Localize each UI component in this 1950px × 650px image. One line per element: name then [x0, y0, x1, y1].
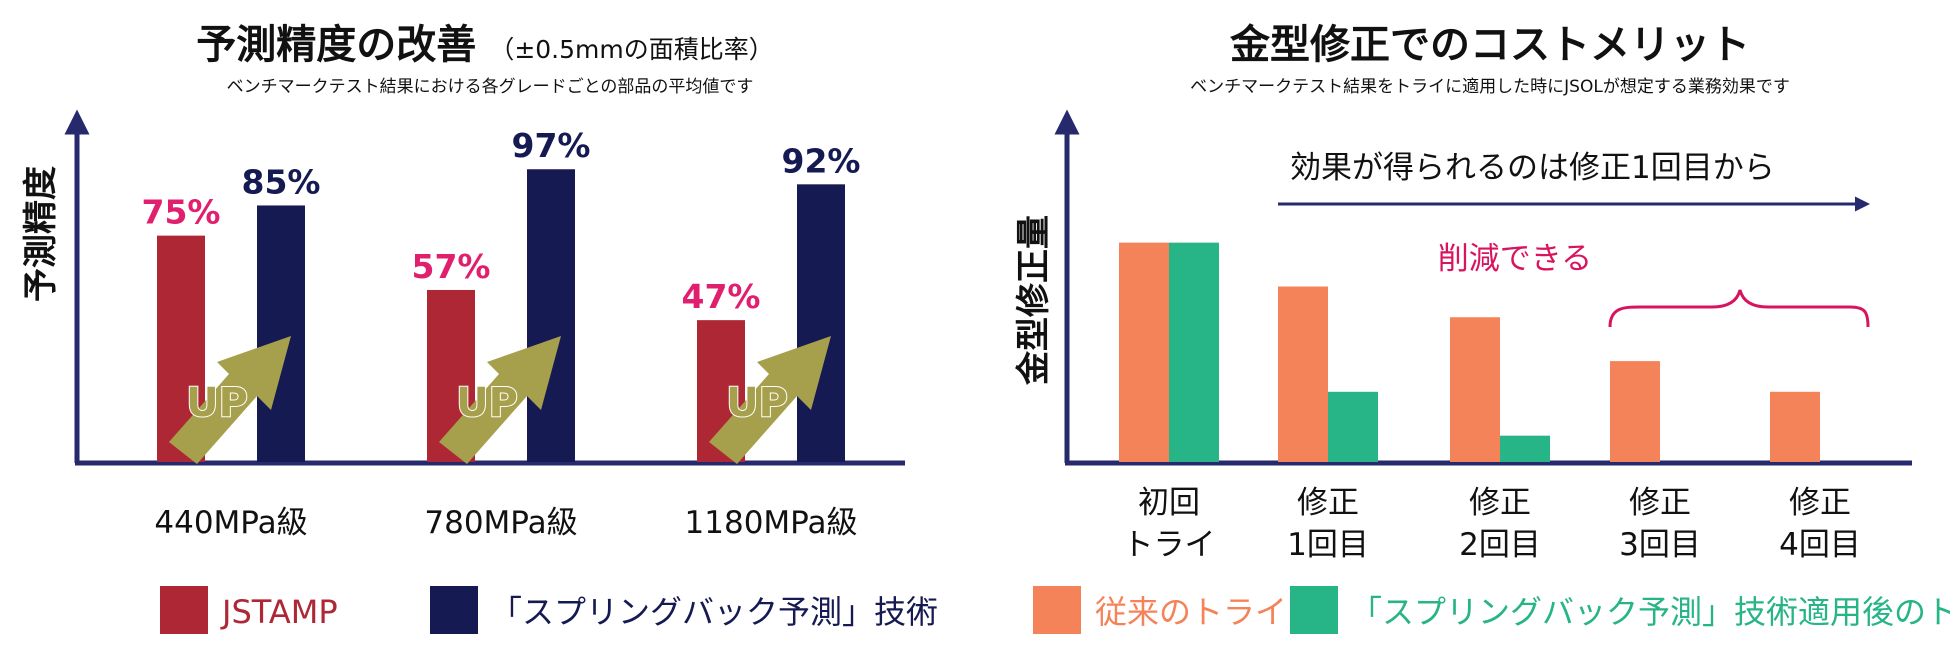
reduction-brace	[1608, 289, 1870, 328]
reduction-label: 削減できる	[1438, 241, 1592, 277]
category-line-2: 2回目	[1459, 527, 1541, 563]
bar-right-applied-3	[1500, 435, 1550, 462]
bar-right-conventional-2	[1278, 286, 1328, 462]
legend-swatch-applied	[1290, 586, 1338, 634]
left-title-note: （±0.5mmの面積比率）	[489, 35, 773, 64]
up-arrow-label-2: UP	[456, 380, 518, 426]
left-up-arrows: UP UP UP	[169, 336, 831, 464]
bar-left-springback-2	[527, 169, 575, 462]
bar-right-conventional-3	[1450, 317, 1500, 462]
category-label-right-3: 修正 2回目	[1459, 485, 1541, 563]
category-line-2: トライ	[1123, 527, 1216, 563]
up-arrow-1	[169, 336, 291, 464]
left-subtitle: ベンチマークテスト結果における各グレードごとの部品の平均値です	[227, 77, 754, 97]
up-arrow-3	[709, 336, 831, 464]
bar-right-applied-2	[1328, 391, 1378, 462]
bar-right-conventional-4	[1610, 361, 1660, 462]
category-label-left-1: 440MPa級	[154, 505, 307, 541]
effect-note: 効果が得られるのは修正1回目から	[1290, 150, 1775, 186]
right-category-labels: 初回トライ 修正 1回目 修正 2回目 修正 3回目 修正 4回目	[1123, 485, 1861, 563]
category-line-1: 修正	[1789, 485, 1851, 521]
category-line-1: 修正	[1629, 485, 1691, 521]
value-label-left-jstamp-3: 47%	[682, 277, 761, 316]
legend-swatch-jstamp	[160, 586, 208, 634]
legend-swatch-springback	[430, 586, 478, 634]
category-line-1: 修正	[1297, 485, 1359, 521]
right-y-axis-label: 金型修正量	[1014, 215, 1054, 386]
category-label-left-2: 780MPa級	[424, 505, 577, 541]
left-bars	[157, 169, 845, 463]
left-title-main: 予測精度の改善	[196, 22, 476, 68]
right-bars	[1119, 242, 1820, 462]
value-label-left-springback-1: 85%	[242, 162, 321, 201]
left-category-labels: 440MPa級 780MPa級 1180MPa級	[154, 505, 857, 541]
category-label-right-4: 修正 3回目	[1619, 485, 1701, 563]
value-label-left-springback-3: 92%	[782, 141, 861, 180]
right-subtitle: ベンチマークテスト結果をトライに適用した時にJSOLが想定する業務効果です	[1190, 77, 1790, 97]
legend-label-jstamp: JSTAMP	[220, 593, 338, 631]
legend-label-conventional: 従来のトライ	[1095, 593, 1287, 631]
category-line-1: 修正	[1469, 485, 1531, 521]
category-label-right-5: 修正 4回目	[1779, 485, 1861, 563]
right-panel: 金型修正でのコストメリット ベンチマークテスト結果をトライに適用した時にJSOL…	[1014, 22, 1950, 634]
right-legend: 従来のトライ 「スプリングバック予測」技術適用後のトライ	[1033, 586, 1950, 634]
category-label-left-3: 1180MPa級	[685, 505, 858, 541]
category-label-right-1: 初回トライ	[1123, 485, 1216, 563]
bar-left-springback-3	[797, 184, 845, 462]
left-value-labels: 75% 85% 57% 97% 47% 92%	[142, 126, 861, 316]
bar-right-applied-1	[1169, 242, 1219, 462]
left-legend: JSTAMP 「スプリングバック予測」技術	[160, 586, 938, 634]
legend-label-springback: 「スプリングバック予測」技術	[490, 593, 938, 631]
legend-label-applied: 「スプリングバック予測」技術適用後のトライ	[1350, 593, 1950, 631]
left-panel: 予測精度の改善 （±0.5mmの面積比率） ベンチマークテスト結果における各グレ…	[21, 22, 938, 634]
bar-right-conventional-5	[1770, 391, 1820, 462]
bar-left-springback-1	[257, 205, 305, 463]
category-line-2: 4回目	[1779, 527, 1861, 563]
left-chart-title: 予測精度の改善 （±0.5mmの面積比率）	[196, 22, 774, 68]
up-arrow-2	[439, 336, 561, 464]
up-arrow-label-1: UP	[186, 380, 248, 426]
value-label-left-jstamp-1: 75%	[142, 193, 221, 232]
left-y-axis-label: 予測精度	[21, 166, 61, 302]
bar-right-conventional-1	[1119, 242, 1169, 462]
value-label-left-jstamp-2: 57%	[412, 247, 491, 286]
category-line-2: 3回目	[1619, 527, 1701, 563]
value-label-left-springback-2: 97%	[512, 126, 591, 165]
right-chart-title: 金型修正でのコストメリット	[1229, 22, 1750, 68]
category-label-right-2: 修正 1回目	[1287, 485, 1369, 563]
category-line-2: 1回目	[1287, 527, 1369, 563]
legend-swatch-conventional	[1033, 586, 1081, 634]
category-line-1: 初回	[1138, 485, 1200, 521]
up-arrow-label-3: UP	[726, 380, 788, 426]
